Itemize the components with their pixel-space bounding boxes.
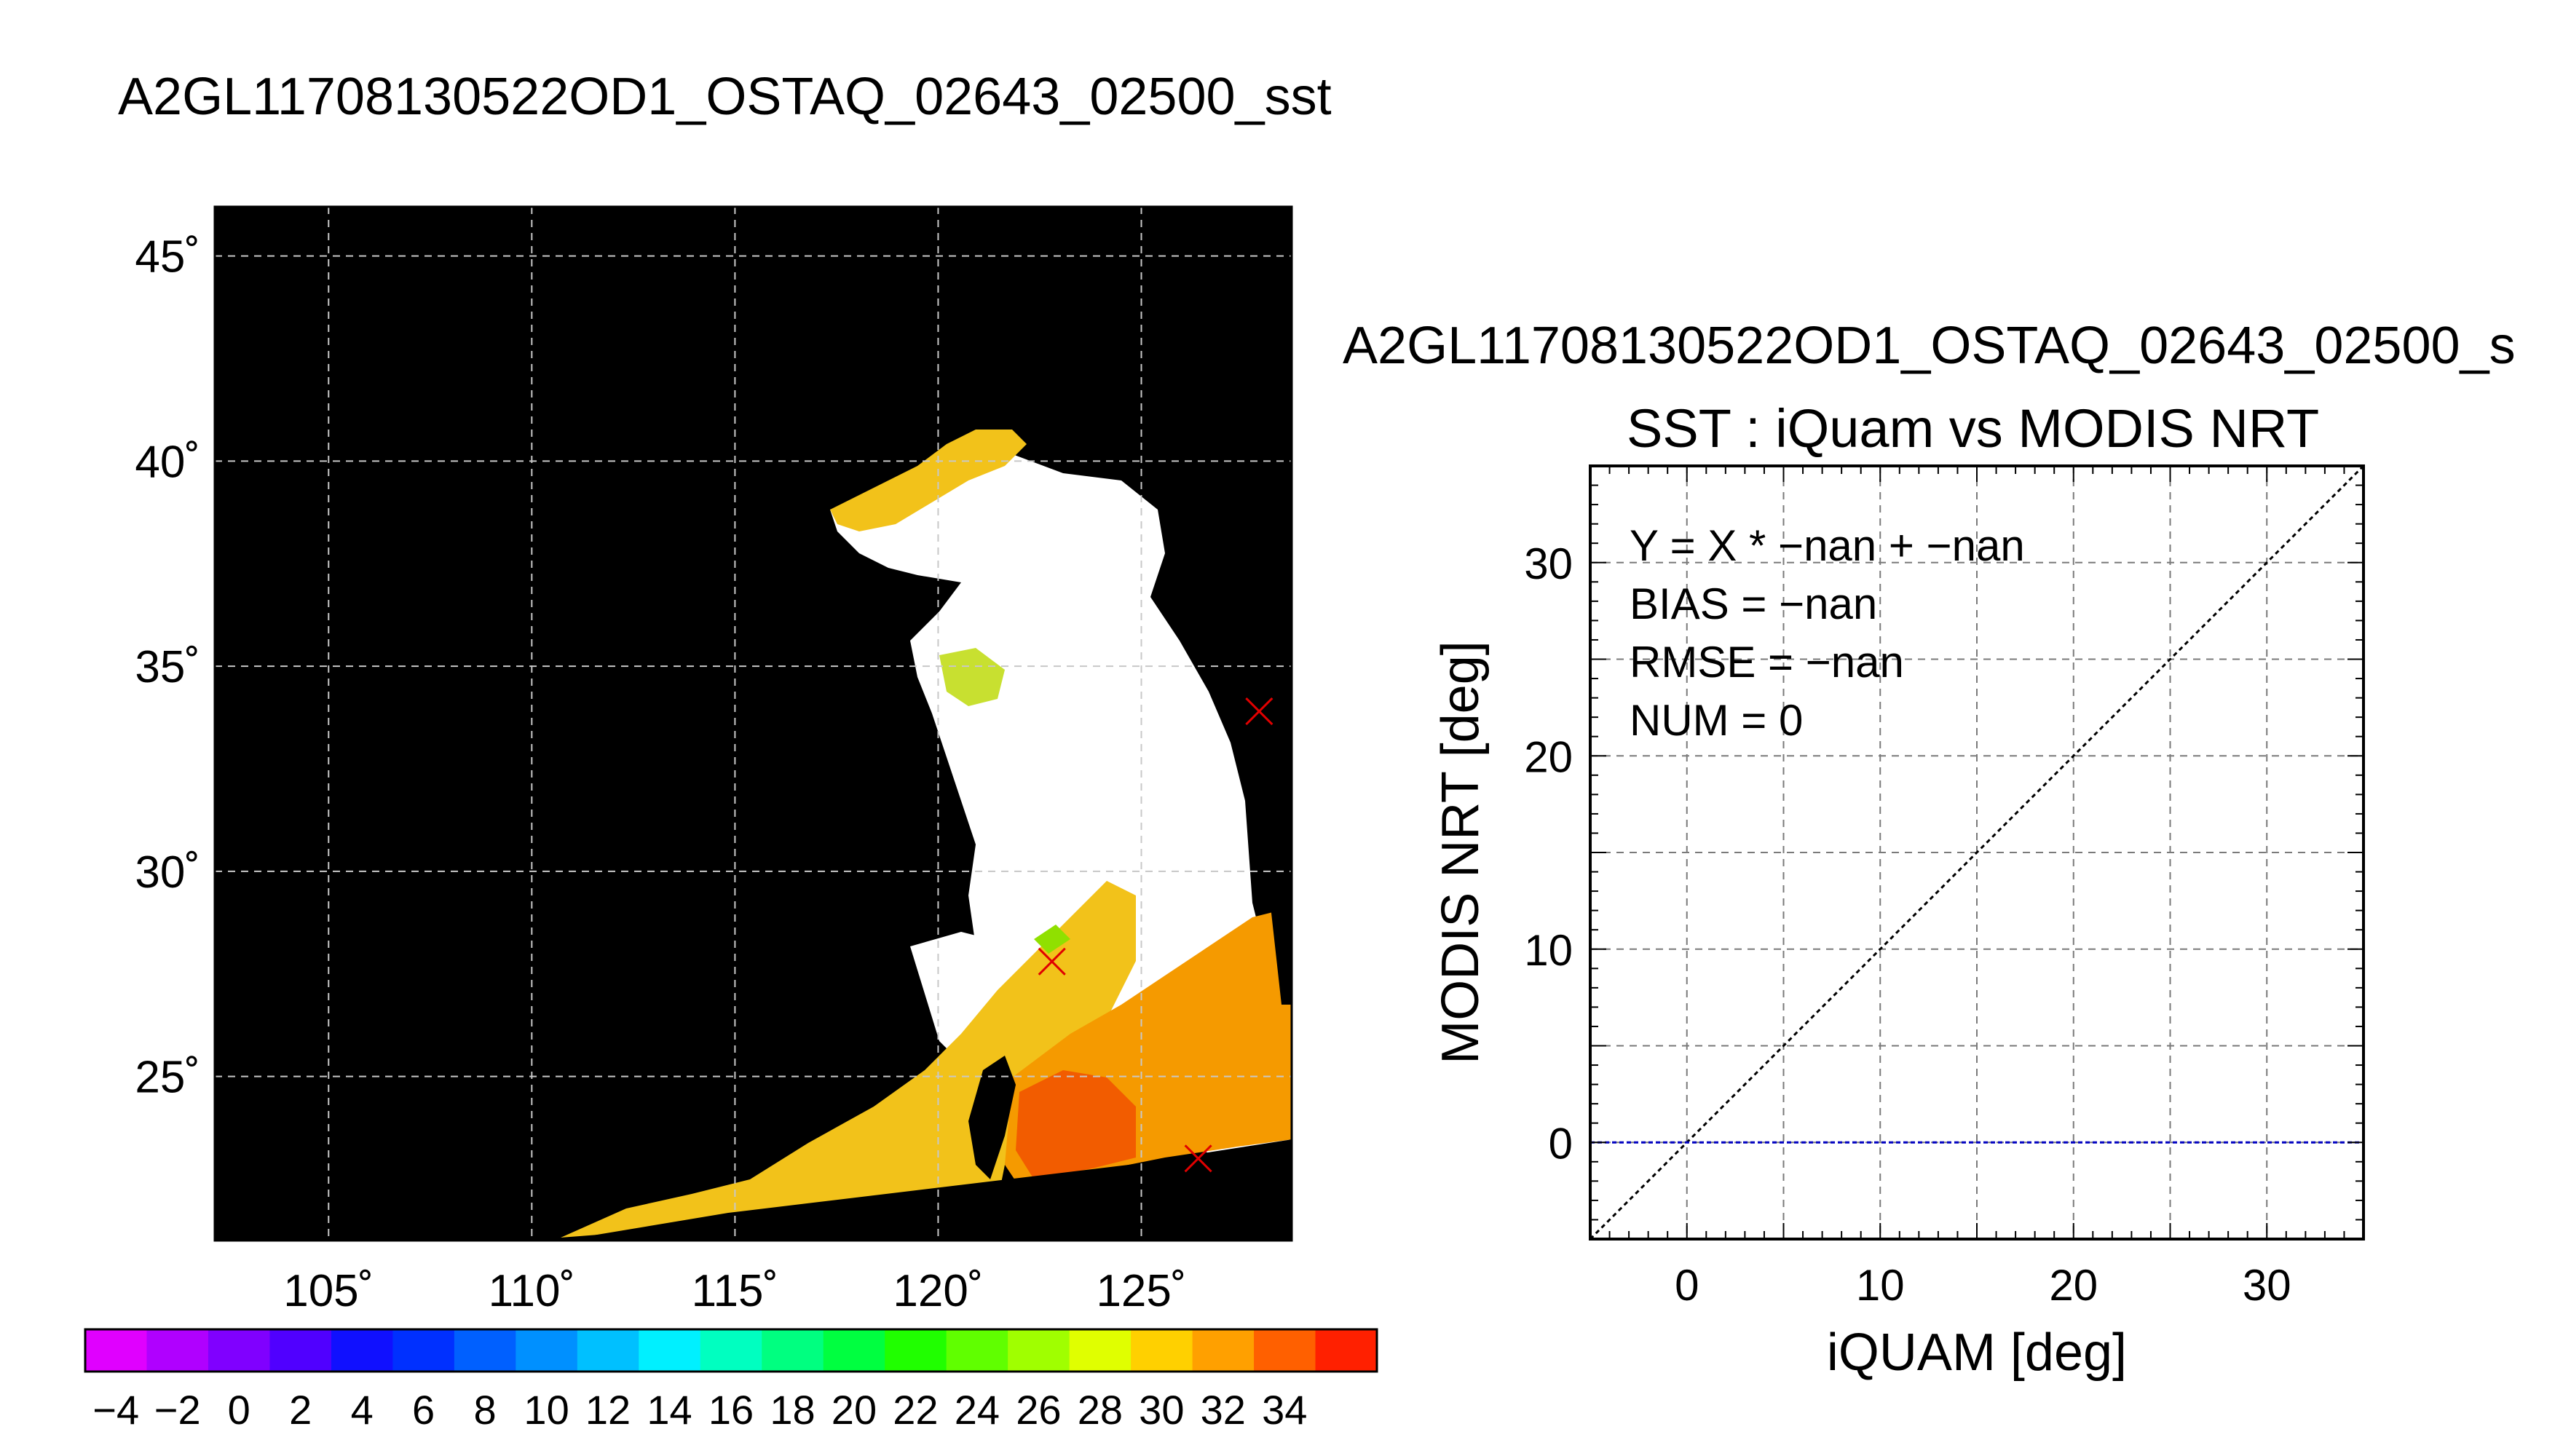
- swath-edge-south: [562, 1139, 1292, 1241]
- scatter-subtitle: SST : iQuam vs MODIS NRT: [1627, 398, 2320, 459]
- colorbar-label: −2: [154, 1387, 201, 1433]
- lon-tick-labels: 105˚ 110˚ 115˚ 120˚ 125˚: [283, 1266, 1186, 1316]
- scatter-title: A2GL11708130522OD1_OSTAQ_02643_02500_s: [1343, 317, 2516, 375]
- colorbar-label: 6: [412, 1387, 435, 1433]
- x-axis-label: iQUAM [deg]: [1827, 1324, 2127, 1382]
- colorbar-swatch: [392, 1329, 455, 1372]
- figure-title: A2GL11708130522OD1_OSTAQ_02643_02500_sst: [118, 68, 1332, 126]
- colorbar-label: 8: [474, 1387, 497, 1433]
- colorbar-swatch: [1069, 1329, 1132, 1372]
- colorbar-swatch: [331, 1329, 393, 1372]
- colorbar-label: −4: [92, 1387, 139, 1433]
- scatter-x-tick-label: 30: [2243, 1261, 2291, 1310]
- lat-tick-label: 25˚: [135, 1053, 200, 1103]
- colorbar-swatch: [1254, 1329, 1316, 1372]
- colorbar-swatch: [823, 1329, 885, 1372]
- scatter-stats: Y = X * −nan + −nan BIAS = −nan RMSE = −na…: [1630, 521, 2025, 745]
- map-graticule: [215, 207, 1292, 1241]
- scatter-x-tick-label: 20: [2049, 1261, 2098, 1310]
- colorbar-frame: [84, 1328, 1378, 1373]
- colorbar-swatch: [577, 1329, 639, 1372]
- lon-tick-label: 110˚: [489, 1266, 576, 1316]
- sst-swath-red: [1016, 1070, 1136, 1179]
- scatter-y-tick-label: 20: [1524, 732, 1573, 781]
- swath-edge-east: [1223, 437, 1292, 1005]
- scatter-y-tick-label: 30: [1524, 539, 1573, 588]
- lat-tick-label: 40˚: [135, 437, 200, 487]
- lon-tick-label: 120˚: [893, 1266, 983, 1316]
- taiwan-land: [968, 1056, 1016, 1179]
- colorbar-label: 10: [524, 1387, 569, 1433]
- lat-tick-labels: 45˚ 40˚ 35˚ 30˚ 25˚: [135, 232, 200, 1103]
- colorbar-swatch: [1131, 1329, 1193, 1372]
- lon-tick-label: 125˚: [1096, 1266, 1186, 1316]
- colorbar-label: 14: [647, 1387, 692, 1433]
- colorbar-swatch: [146, 1329, 209, 1372]
- lat-tick-label: 45˚: [135, 232, 200, 282]
- colorbar-swatch: [1192, 1329, 1255, 1372]
- colorbar-swatch: [208, 1329, 270, 1372]
- colorbar-swatch: [454, 1329, 516, 1372]
- lat-tick-label: 30˚: [135, 847, 200, 898]
- map-frame: [213, 205, 1293, 1242]
- scatter-stat-line: Y = X * −nan + −nan: [1630, 521, 2025, 570]
- scatter-x-tick-label: 10: [1856, 1261, 1905, 1310]
- colorbar-label: 16: [708, 1387, 754, 1433]
- map-imagery: [561, 430, 1292, 1241]
- colorbar-swatch: [946, 1329, 1008, 1372]
- scatter-frame: [1589, 464, 2365, 1241]
- y-axis-label: MODIS NRT [deg]: [1431, 641, 1490, 1064]
- lat-tick-label: 35˚: [135, 642, 200, 692]
- colorbar-label: 22: [893, 1387, 938, 1433]
- sst-patch-green: [1034, 925, 1070, 954]
- colorbar-swatch: [85, 1329, 147, 1372]
- scatter-reference-lines: [1589, 464, 2365, 1241]
- colorbar-label: 2: [289, 1387, 312, 1433]
- colorbar-label: 20: [832, 1387, 877, 1433]
- colorbar-label: 30: [1139, 1387, 1184, 1433]
- colorbar-label: 24: [955, 1387, 1000, 1433]
- identity-line: [1589, 464, 2365, 1241]
- scatter-y-tick-label: 10: [1524, 926, 1573, 975]
- scatter-stat-line: BIAS = −nan: [1630, 579, 1877, 628]
- matchup-marker: [1184, 1144, 1212, 1173]
- colorbar-swatch: [1008, 1329, 1070, 1372]
- scatter-stat-line: RMSE = −nan: [1630, 638, 1904, 687]
- colorbar-label: 12: [585, 1387, 631, 1433]
- colorbar-swatch: [762, 1329, 824, 1372]
- matchup-marker: [1245, 697, 1273, 726]
- colorbar-label: 28: [1078, 1387, 1123, 1433]
- colorbar: −4 −2 0 2 4 6 8 10 12 14 16 18 20 22 24 26 28 30 32 34: [84, 1328, 1378, 1433]
- colorbar-label: 18: [770, 1387, 815, 1433]
- colorbar-swatch: [1315, 1329, 1378, 1372]
- sst-patch-yellow-sea: [939, 648, 1005, 706]
- colorbar-label: 4: [351, 1387, 374, 1433]
- scatter-stat-line: NUM = 0: [1630, 696, 1803, 745]
- matchup-marker: [1038, 947, 1066, 976]
- scatter-x-tick-label: 0: [1675, 1261, 1699, 1310]
- scatter-grid: [1590, 466, 2364, 1239]
- colorbar-label: 26: [1016, 1387, 1061, 1433]
- sst-patch-bohai: [830, 430, 1027, 531]
- colorbar-swatch: [639, 1329, 701, 1372]
- lon-tick-label: 115˚: [692, 1266, 779, 1316]
- colorbar-label: 0: [228, 1387, 250, 1433]
- colorbar-label: 32: [1201, 1387, 1246, 1433]
- scatter-y-tick-label: 0: [1549, 1119, 1573, 1168]
- colorbar-label: 34: [1262, 1387, 1307, 1433]
- colorbar-swatch: [516, 1329, 578, 1372]
- matchup-markers: [1038, 697, 1273, 1173]
- colorbar-swatch: [700, 1329, 762, 1372]
- lon-tick-label: 105˚: [283, 1266, 374, 1316]
- colorbar-swatch: [885, 1329, 947, 1372]
- colorbar-swatch: [269, 1329, 332, 1372]
